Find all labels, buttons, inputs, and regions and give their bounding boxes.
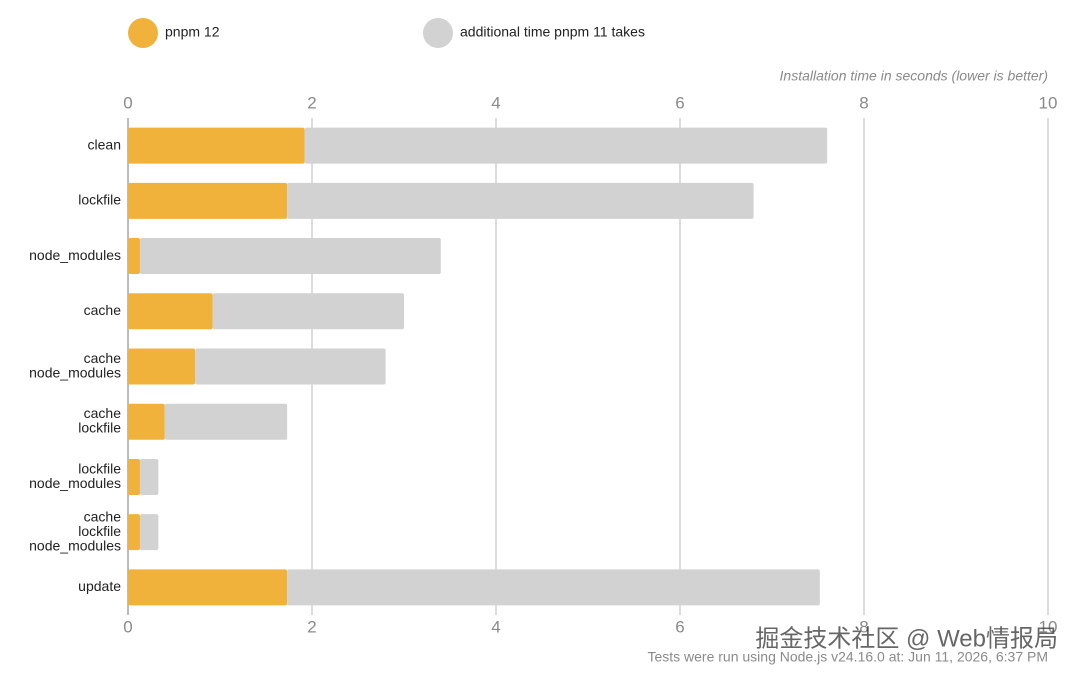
x-tick-label: 2 — [307, 93, 316, 112]
bar-segment — [128, 569, 288, 606]
bar-segment — [195, 348, 386, 385]
bar-segment — [287, 182, 754, 219]
y-tick-label: lockfile — [78, 460, 121, 476]
y-tick-label: update — [78, 578, 121, 594]
bar-segment — [287, 569, 820, 606]
y-tick-label: node_modules — [29, 537, 121, 553]
x-tick-label: 6 — [675, 617, 684, 636]
x-tick-label: 0 — [123, 617, 132, 636]
legend-label: additional time pnpm 11 takes — [460, 24, 645, 40]
y-tick-label: lockfile — [78, 192, 121, 208]
bar-segment — [164, 403, 288, 440]
legend-swatch — [128, 18, 158, 48]
x-tick-label: 10 — [1039, 617, 1058, 636]
legend-label: pnpm 12 — [165, 24, 220, 40]
bar-segment — [128, 293, 213, 330]
bar-segment — [128, 514, 140, 551]
x-tick-label: 8 — [859, 93, 868, 112]
bar-segment — [128, 458, 140, 495]
y-tick-label: cache — [84, 350, 122, 366]
bar-segment — [128, 238, 140, 275]
y-tick-label: node_modules — [29, 364, 121, 380]
y-tick-label: cache — [84, 302, 122, 318]
axis-label: Installation time in seconds (lower is b… — [780, 68, 1048, 84]
y-tick-label: cache — [84, 405, 122, 421]
bar-segment — [128, 403, 165, 440]
y-tick-label: node_modules — [29, 247, 121, 263]
bar-segment — [139, 514, 159, 551]
x-tick-label: 4 — [491, 617, 500, 636]
x-tick-label: 0 — [123, 93, 132, 112]
bar-segment — [128, 127, 305, 164]
bar-segment — [139, 238, 441, 275]
bar-segment — [128, 182, 288, 219]
x-tick-label: 4 — [491, 93, 500, 112]
bar-segment — [212, 293, 404, 330]
x-tick-label: 6 — [675, 93, 684, 112]
y-tick-label: lockfile — [78, 523, 121, 539]
bar-segment — [128, 348, 196, 385]
y-tick-label: clean — [88, 136, 121, 152]
y-tick-label: node_modules — [29, 475, 121, 491]
footnote: Tests were run using Node.js v24.16.0 at… — [647, 649, 1048, 665]
x-tick-label: 2 — [307, 617, 316, 636]
bar-segment — [304, 127, 828, 164]
legend-swatch — [423, 18, 453, 48]
watermark: 掘金技术社区 @ Web情报局 — [755, 625, 1058, 652]
y-tick-label: cache — [84, 508, 122, 524]
y-tick-label: lockfile — [78, 420, 121, 436]
x-tick-label: 10 — [1039, 93, 1058, 112]
bar-segment — [139, 458, 159, 495]
x-tick-label: 8 — [859, 617, 868, 636]
